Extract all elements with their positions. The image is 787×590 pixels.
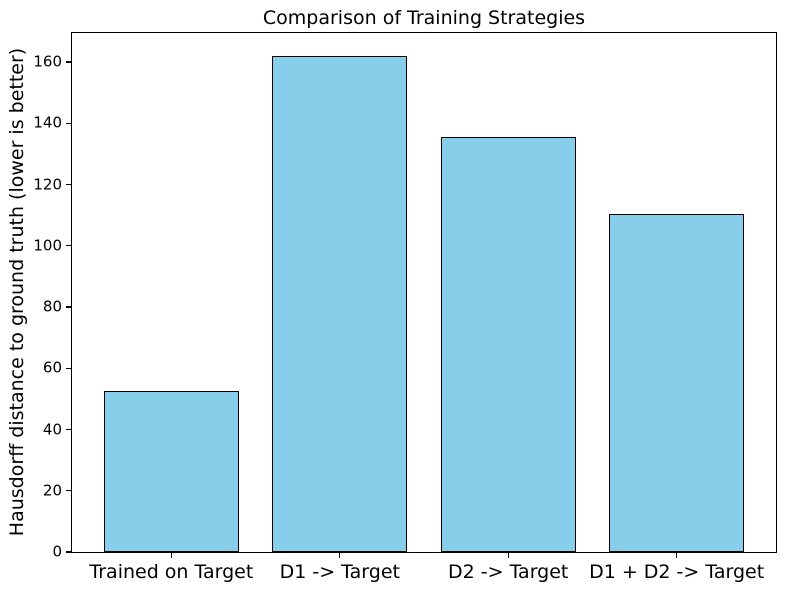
y-tick-mark xyxy=(65,428,71,431)
plot-area: 0 20 40 60 80 100 120 140 160 Trained on Target D1… xyxy=(33,32,777,582)
x-tick-label: D1 + D2 -> Target xyxy=(589,561,765,583)
x-tick-mark xyxy=(170,553,172,559)
chart-title: Comparison of Training Strategies xyxy=(262,7,586,29)
y-tick-label: 160 xyxy=(33,52,62,71)
x-tick-mark xyxy=(675,553,678,559)
y-tick-mark xyxy=(65,183,71,186)
y-tick-mark xyxy=(65,551,71,553)
y-axis-label: Hausdorff distance to ground truth (lowe… xyxy=(6,47,28,537)
x-tick-label: D2 -> Target xyxy=(448,561,569,583)
bar-4 xyxy=(609,213,744,552)
y-tick-mark xyxy=(65,306,71,308)
y-tick-label: 60 xyxy=(42,358,62,377)
x-tick-label: Trained on Target xyxy=(89,561,254,583)
bar-2 xyxy=(272,55,408,552)
x-tick-mark xyxy=(339,553,341,559)
y-tick-mark xyxy=(65,61,71,63)
bar-3 xyxy=(440,137,576,552)
x-tick-mark xyxy=(507,553,509,559)
y-tick-label: 20 xyxy=(42,481,62,500)
y-tick-mark xyxy=(65,367,71,369)
y-tick-label: 120 xyxy=(33,175,62,194)
y-tick-label: 40 xyxy=(42,420,62,439)
x-tick-label: D1 -> Target xyxy=(279,561,400,583)
y-tick-mark xyxy=(65,245,71,247)
y-tick-label: 100 xyxy=(33,236,62,255)
y-tick-label: 0 xyxy=(52,542,62,561)
y-tick-label: 80 xyxy=(42,297,62,316)
y-tick-mark xyxy=(65,490,71,492)
y-tick-mark xyxy=(65,122,71,124)
y-tick-label: 140 xyxy=(33,113,62,132)
bar-1 xyxy=(104,391,239,552)
